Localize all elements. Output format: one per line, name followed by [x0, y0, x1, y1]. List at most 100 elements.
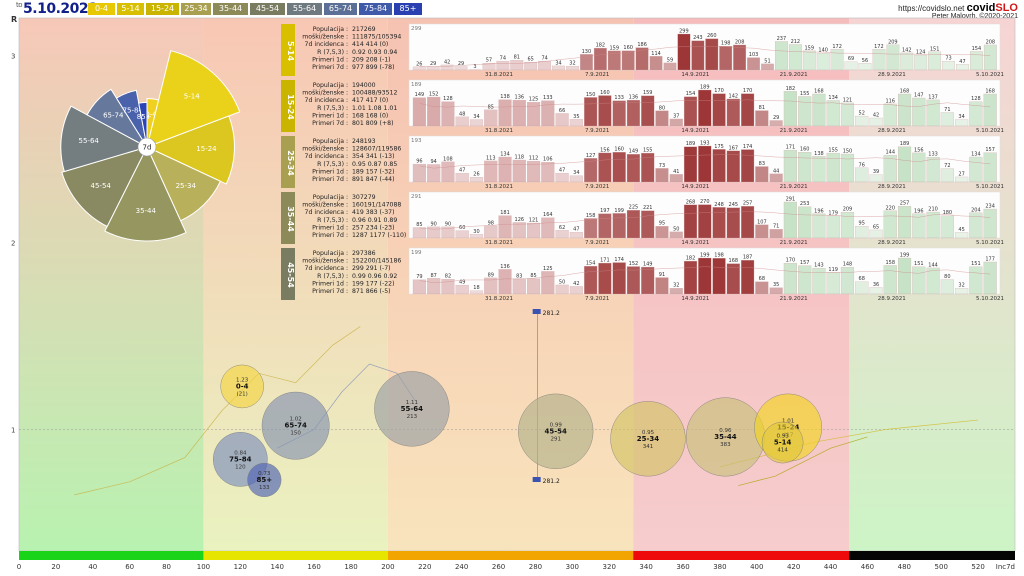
bar-value-label: 186	[637, 42, 647, 48]
bar-value-label: 59	[667, 57, 673, 63]
y-tick-label: 3	[11, 52, 15, 60]
bar-value-label: 128	[443, 96, 453, 102]
bar-value-label: 140	[818, 48, 828, 54]
daily-bar	[869, 229, 883, 239]
daily-bar	[812, 267, 826, 295]
date-label: 14.9.2021	[681, 296, 709, 302]
bar-value-label: 69	[848, 56, 854, 62]
bubble-r-label: 0.73	[258, 471, 271, 477]
daily-bar	[579, 54, 593, 71]
x-tick-label: 380	[713, 563, 726, 571]
daily-bar	[526, 160, 541, 183]
author: Peter Malovrh, ©2020-2021	[931, 13, 1018, 20]
bar-value-label: 57	[486, 58, 492, 64]
bar-value-label: 51	[764, 58, 770, 64]
daily-bar	[663, 62, 677, 71]
daily-bar	[683, 260, 698, 295]
daily-bar	[555, 284, 569, 295]
stat-value: 160191/147088	[352, 202, 401, 209]
daily-bar	[441, 161, 455, 183]
bar-value-label: 182	[786, 86, 796, 92]
bar-value-label: 29	[458, 61, 464, 67]
stat-colon: :	[346, 258, 348, 265]
age-tag-25-34: 25-34	[181, 3, 211, 15]
bar-value-label: 103	[749, 52, 759, 58]
bar-value-label: 133	[928, 152, 938, 158]
daily-bar	[469, 290, 484, 295]
flag-icon	[532, 309, 541, 314]
bubble-circle	[761, 421, 804, 464]
daily-bar	[840, 102, 855, 127]
bar-value-label: 155	[800, 91, 810, 97]
daily-bar	[598, 95, 612, 127]
bar-value-label: 47	[459, 168, 465, 174]
report-date: to5.10.2021	[16, 1, 98, 17]
daily-bar	[969, 51, 983, 71]
bubble-inc-label: 417	[783, 433, 794, 439]
bubble-inc-label: 291	[550, 436, 561, 442]
daily-bar	[983, 93, 997, 127]
bar-value-label: 42	[873, 113, 879, 119]
daily-bar	[969, 266, 983, 295]
stat-value: 128607/119586	[352, 146, 401, 153]
panel-age-tag	[281, 192, 295, 244]
bar-value-label: 196	[914, 208, 924, 214]
x-axis-label: Inc7d	[996, 563, 1015, 571]
zone-background-2	[387, 18, 634, 551]
bar-value-label: 65	[873, 224, 879, 230]
bubble-r-label: 0.84	[234, 450, 247, 456]
bar-value-label: 208	[735, 39, 745, 45]
bar-value-label: 119	[828, 267, 838, 273]
daily-bar	[705, 38, 719, 71]
bar-value-label: 152	[429, 92, 439, 98]
bar-panel-25-34: 25-34Populacija:248193moški/ženske:12860…	[281, 135, 1004, 190]
daily-bar	[455, 284, 469, 295]
daily-bar	[538, 60, 552, 71]
x-tick-label: 480	[898, 563, 911, 571]
stat-colon: :	[346, 202, 348, 209]
stat-colon: :	[346, 273, 348, 280]
daily-bar	[482, 62, 496, 71]
pie-slice-15-24	[145, 115, 235, 185]
bar-value-label: 72	[944, 163, 950, 169]
stat-key: Primeri 7d	[312, 64, 344, 71]
bar-value-label: 34	[573, 170, 579, 176]
x-tick-label: 340	[639, 563, 652, 571]
bar-value-label: 199	[614, 208, 624, 214]
stat-value: 417 417 (0)	[352, 97, 388, 104]
bar-value-label: 73	[659, 163, 665, 169]
pie-slice-5-14	[146, 50, 241, 148]
daily-bar	[441, 226, 455, 239]
daily-bar	[886, 44, 900, 71]
bar-value-label: 268	[686, 199, 696, 205]
bubble-circle	[610, 401, 686, 477]
daily-bar	[840, 153, 855, 183]
x-tick-label: 140	[271, 563, 284, 571]
daily-bar	[612, 100, 626, 127]
bar-value-label: 147	[914, 93, 924, 99]
stat-colon: :	[346, 90, 348, 97]
source-url[interactable]: https://covidslo.net	[898, 4, 965, 13]
trend-line	[419, 266, 991, 283]
bar-value-label: 50	[559, 279, 565, 285]
panel-plot-area	[408, 23, 1001, 71]
daily-bar	[926, 157, 940, 183]
daily-bar	[712, 258, 726, 295]
stat-value: 111875/105394	[352, 34, 401, 41]
daily-bar	[969, 156, 983, 183]
panel-plot-area	[408, 191, 1001, 239]
stat-colon: :	[346, 26, 348, 33]
bar-value-label: 65	[528, 57, 534, 63]
pie-slice-0-4	[146, 97, 160, 148]
x-tick-label: 260	[492, 563, 505, 571]
bar-value-label: 3	[473, 64, 476, 70]
daily-bar	[566, 65, 579, 71]
daily-bar	[454, 66, 468, 71]
bar-value-label: 66	[559, 108, 565, 114]
daily-bar	[883, 265, 897, 295]
source-line[interactable]: https://covidslo.net covidSLO	[898, 2, 1018, 14]
stat-key: 7d incidenca	[305, 41, 345, 48]
bar-value-label: 182	[596, 43, 606, 49]
daily-bar	[926, 211, 940, 239]
